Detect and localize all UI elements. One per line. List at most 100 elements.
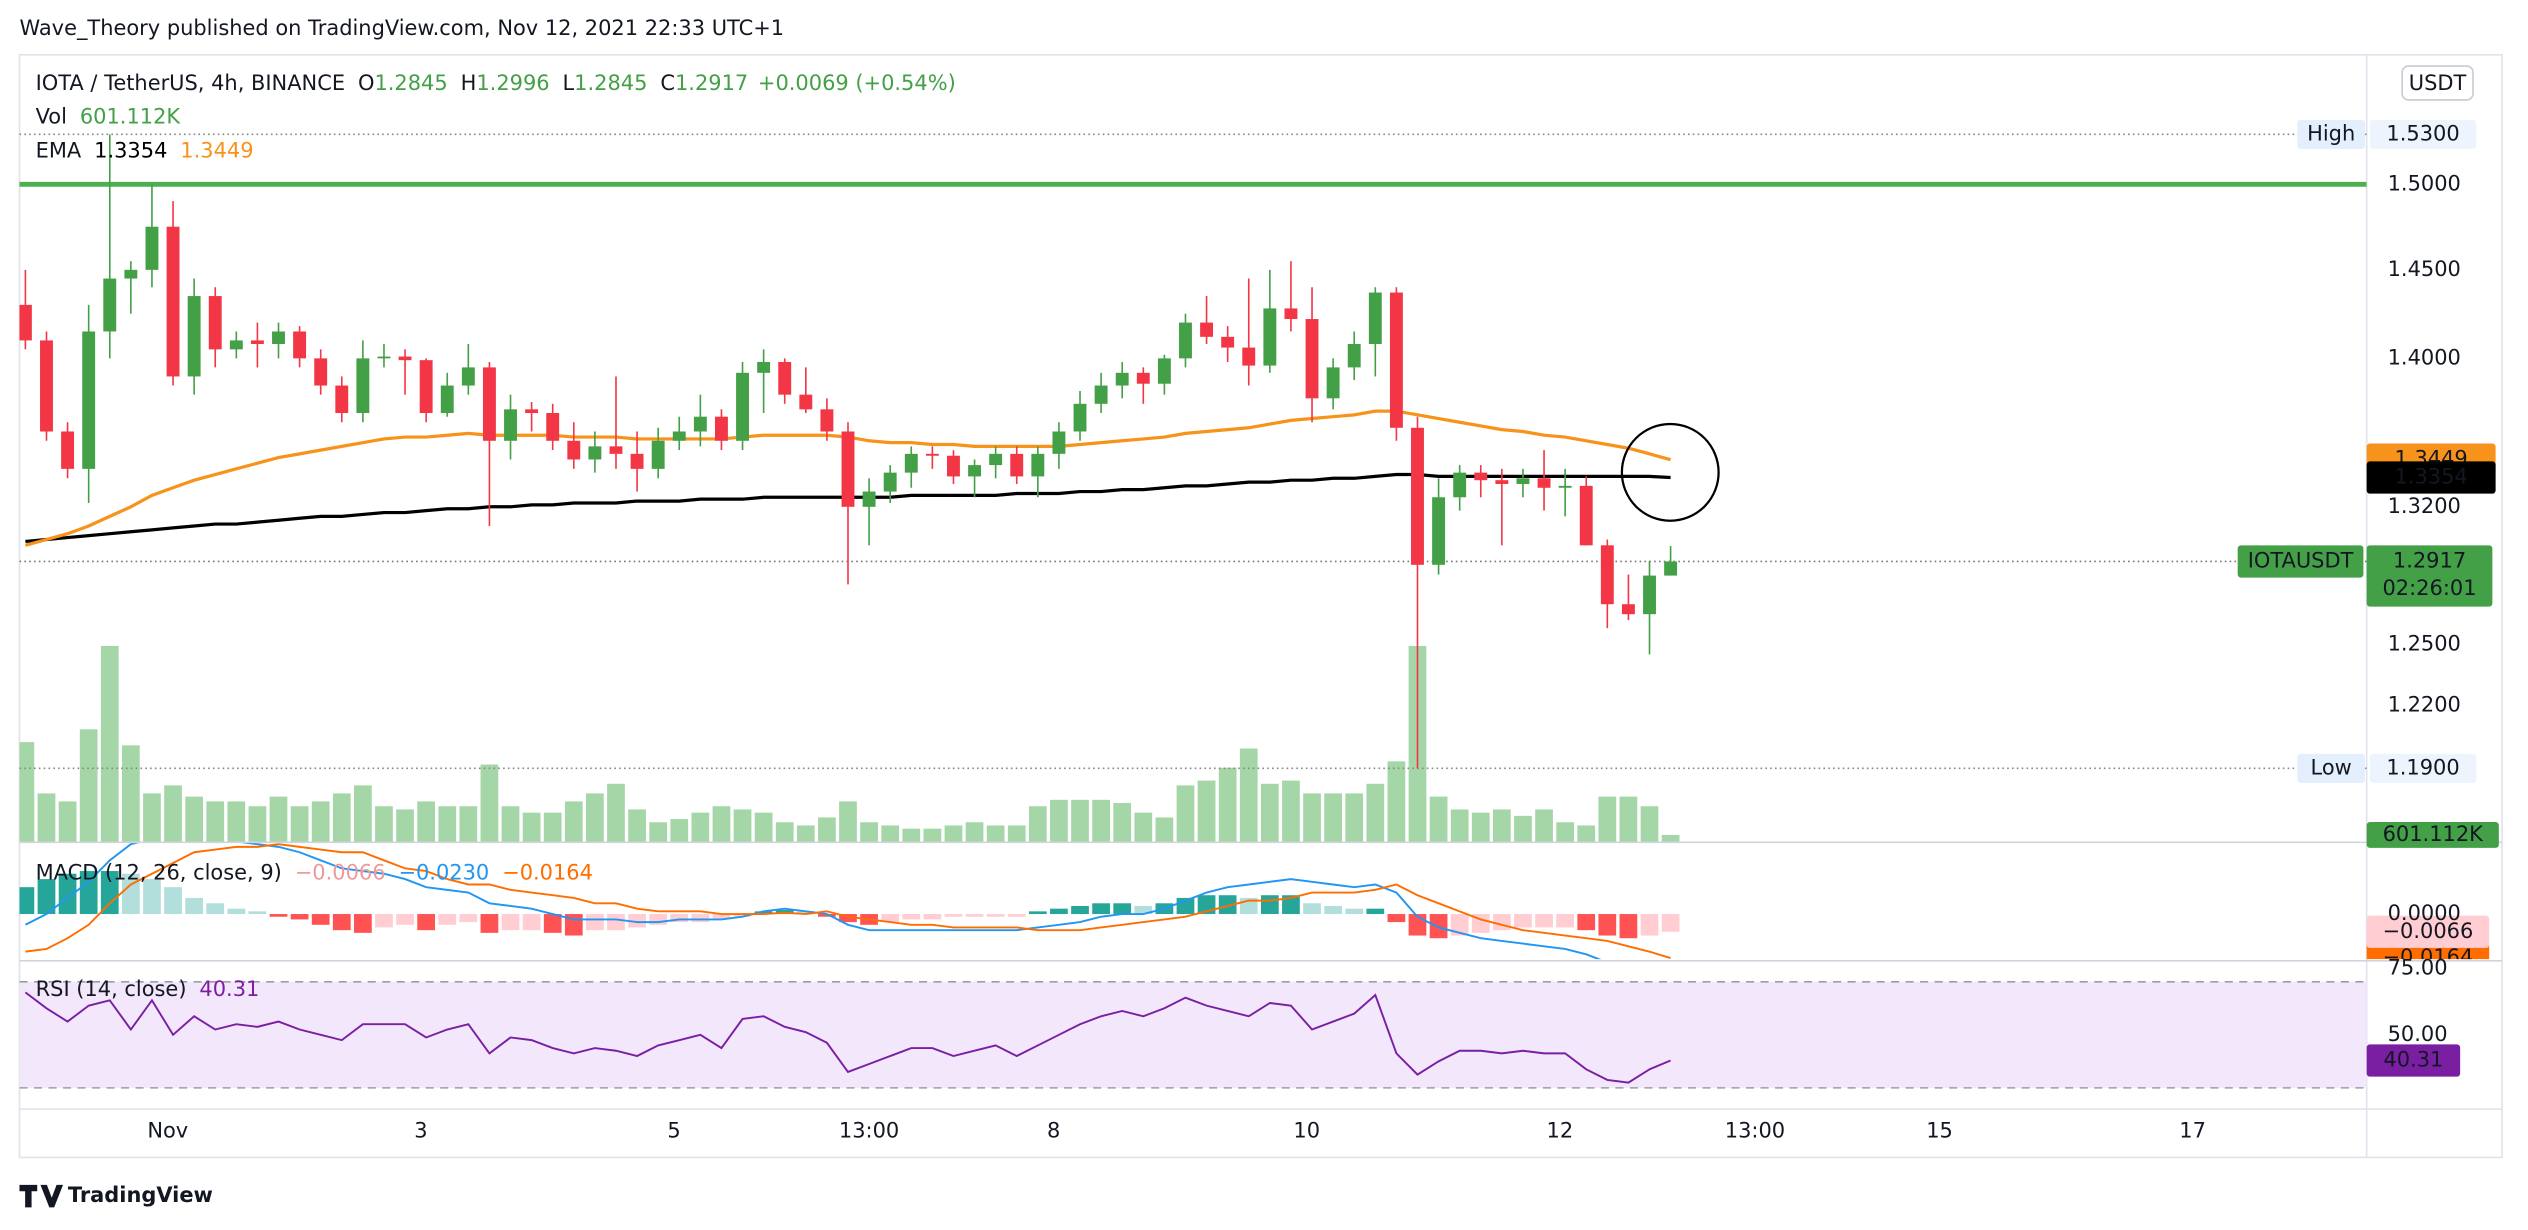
macd-histogram-bar: [121, 873, 140, 915]
macd-histogram-bar: [100, 871, 119, 915]
candle-body: [883, 472, 897, 492]
macd-histogram-bar: [965, 914, 984, 917]
candle-body: [630, 453, 644, 469]
volume-bar: [269, 796, 288, 842]
volume-bar: [1619, 796, 1638, 842]
macd-histogram-bar: [1366, 908, 1385, 915]
candle-body: [757, 361, 771, 373]
volume-bar: [754, 812, 773, 842]
candle-body: [609, 446, 623, 454]
macd-histogram-bar: [375, 914, 393, 928]
volume-bar: [522, 812, 541, 842]
candle-body: [61, 431, 75, 469]
last-price-box: [2366, 545, 2493, 607]
candle-body: [1157, 358, 1171, 384]
chart-frame: [18, 54, 2503, 1159]
candle-body: [1031, 453, 1045, 477]
macd-histogram-bar: [986, 914, 1005, 917]
candle-body: [672, 431, 686, 441]
macd-histogram-bar: [185, 897, 204, 915]
volume-bar: [670, 819, 689, 842]
macd-histogram-bar: [1598, 914, 1617, 936]
macd-histogram-bar: [1028, 911, 1047, 915]
currency[interactable]: USDT: [2409, 71, 2467, 95]
macd-histogram-bar: [1640, 914, 1659, 936]
macd-histogram-bar: [1113, 903, 1132, 915]
rsi-pane: [19, 980, 2367, 1089]
volume-bar: [311, 801, 330, 842]
macd-histogram-bar: [1092, 903, 1110, 915]
macd-histogram-bar: [37, 879, 56, 915]
volume-bar: [543, 812, 562, 842]
macd-histogram-bar: [1661, 914, 1680, 932]
candle-body: [1368, 292, 1382, 344]
hist-price-label-box: [2366, 915, 2490, 948]
candle-body: [504, 409, 517, 441]
macd-histogram-bar: [902, 914, 921, 920]
candle-body: [862, 491, 876, 507]
volume-name: Vol: [36, 105, 67, 129]
y-tick-label: 1.2500: [2388, 631, 2461, 655]
candle-body: [1600, 545, 1614, 605]
volume-bar: [1260, 783, 1279, 842]
volume-bar: [1387, 761, 1406, 842]
volume-bar: [691, 812, 710, 842]
candle-body: [1389, 292, 1403, 428]
ema-legend: EMA 1.3354 1.3449: [36, 139, 254, 163]
candle-body: [693, 416, 707, 432]
range-value-box: [2369, 753, 2477, 783]
candle-body: [968, 465, 982, 477]
candle-body: [1094, 385, 1108, 404]
macd-histogram-bar: [628, 914, 646, 928]
candle-body: [293, 331, 307, 359]
macd-histogram-bar: [1429, 914, 1448, 939]
rsi-price-label: 40.31: [2383, 1048, 2443, 1072]
macd-value: −0.0230: [398, 861, 489, 885]
candle-body: [250, 340, 264, 344]
macd-histogram-bar: [1492, 914, 1511, 931]
macd-histogram-bar: [1514, 914, 1532, 928]
volume-bar: [480, 764, 499, 842]
macd-histogram-bar: [19, 887, 35, 915]
candle-body: [1221, 336, 1235, 348]
rsi-band: [19, 981, 2367, 1088]
rsi-line: [24, 991, 1671, 1084]
x-tick-label: 5: [667, 1119, 680, 1143]
candle-body: [1347, 343, 1361, 368]
range-value: 1.5300: [2386, 121, 2459, 145]
candle-body: [377, 356, 391, 359]
macd-histogram-bar: [438, 914, 457, 925]
macd-line: [24, 843, 1602, 960]
currency-box[interactable]: [2401, 65, 2474, 101]
volume-bar: [1661, 834, 1680, 842]
signal-price-label: −0.0164: [2382, 945, 2473, 969]
x-tick-label: 15: [1926, 1119, 1953, 1143]
candle-body: [925, 453, 939, 456]
macd-histogram-bar: [354, 914, 372, 933]
x-tick-label: 12: [1547, 1119, 1574, 1143]
ema-price-label-box: [2366, 461, 2496, 494]
candle-body: [1115, 372, 1129, 386]
macd-histogram-bar: [649, 914, 668, 925]
macd-histogram-bar: [1324, 905, 1342, 915]
macd-histogram-bar: [311, 914, 330, 925]
candle-body: [1643, 575, 1656, 615]
macd-histogram-bar: [607, 914, 625, 931]
candle-body: [525, 409, 539, 414]
macd-value: −0.0164: [502, 861, 593, 885]
macd-value: −0.0066: [295, 861, 386, 885]
ticker-label: IOTAUSDT: [2248, 548, 2354, 572]
macd-histogram-bar: [164, 887, 182, 915]
publisher-line: Wave_Theory published on TradingView.com…: [19, 16, 784, 40]
y-tick-label: 1.4500: [2388, 257, 2461, 281]
macd-histogram-bar: [1450, 914, 1469, 936]
ohlc-value: 1.2917: [675, 71, 748, 95]
candle-body: [103, 278, 117, 332]
volume-bar: [1303, 793, 1321, 842]
macd-histogram-bar: [839, 914, 857, 923]
macd-histogram-bar: [332, 914, 351, 931]
candle-body: [1305, 319, 1319, 399]
macd-histogram-bar: [1303, 903, 1321, 915]
macd-histogram-bar: [543, 914, 562, 933]
candle-body: [208, 296, 222, 350]
